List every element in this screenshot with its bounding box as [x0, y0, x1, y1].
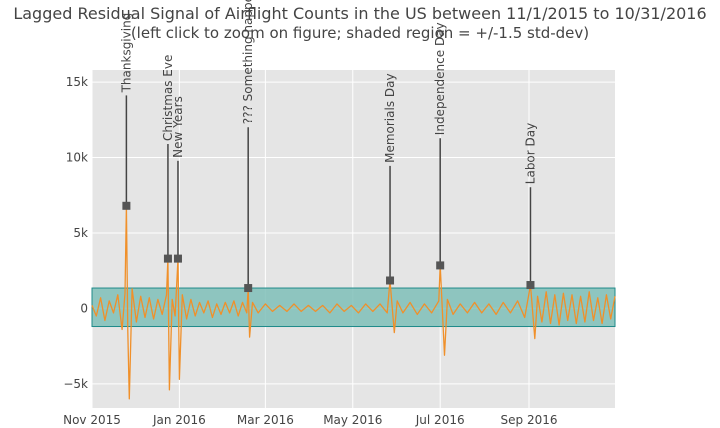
x-tick-label: Nov 2015 — [63, 413, 121, 427]
y-tick-labels: −5k 0 5k 10k 15k — [63, 75, 88, 391]
x-tick-labels: Nov 2015 Jan 2016 Mar 2016 May 2016 Jul 2016… — [63, 413, 557, 427]
x-tick-label: Jul 2016 — [415, 413, 465, 427]
x-tick-label: Jan 2016 — [152, 413, 206, 427]
annotation-marker — [173, 254, 182, 263]
chart-title: Lagged Residual Signal of Airflight Coun… — [13, 4, 707, 23]
x-tick-label: May 2016 — [323, 413, 382, 427]
y-tick-label: 0 — [80, 301, 88, 315]
y-tick-label: 10k — [66, 151, 88, 165]
annotation-marker — [163, 254, 172, 263]
annotation-label: Thanksgiving — [119, 13, 133, 94]
annotation-label: Independence Day — [433, 22, 447, 135]
chart-subtitle: (left click to zoom on figure; shaded re… — [130, 24, 590, 42]
annotation-marker — [386, 276, 395, 285]
x-tick-label: Sep 2016 — [501, 413, 558, 427]
series-path — [91, 205, 616, 400]
annotation-label: ??? Something happen ??? — [241, 0, 255, 124]
annotation-label: New Years — [171, 96, 185, 158]
y-tick-label: 5k — [73, 226, 88, 240]
annotation-label: Christmas Eve — [161, 55, 175, 141]
annotation-marker — [122, 201, 131, 210]
x-tick-label: Mar 2016 — [237, 413, 294, 427]
grid-lines — [91, 70, 615, 408]
annotation-label: Labor Day — [523, 123, 537, 184]
y-tick-label: 15k — [66, 75, 88, 89]
annotation-label: Memorials Day — [383, 73, 397, 162]
y-tick-label: −5k — [63, 377, 88, 391]
series-line — [91, 205, 616, 400]
annotation-marker — [436, 261, 445, 270]
annotation-marker — [526, 281, 535, 290]
annotation-marker — [244, 284, 253, 293]
